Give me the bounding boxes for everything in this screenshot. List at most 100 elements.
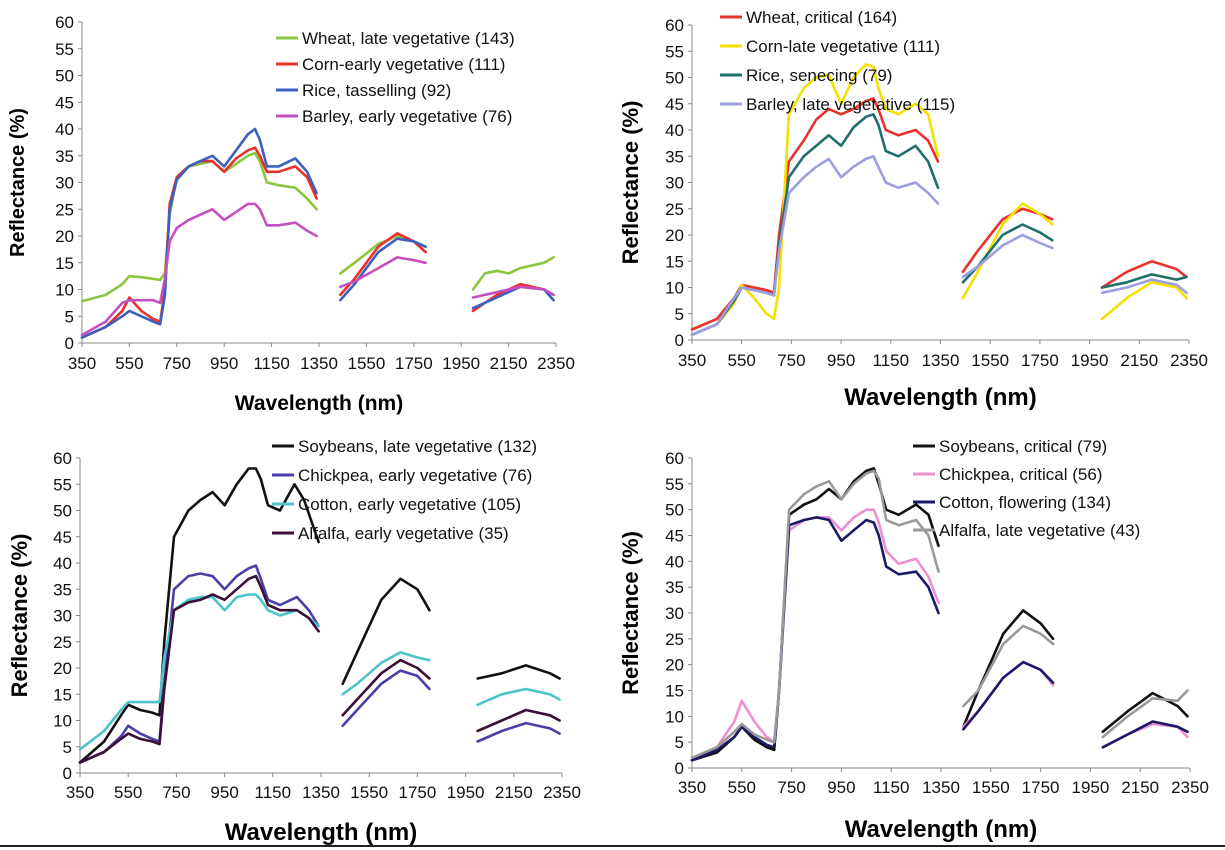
- y-tick-label: 25: [665, 200, 684, 219]
- chart-panel-bottom-left: 0 5 10 15 20 25 30 35 40 45 50 55 60 350 550 750 950 1150…: [0, 425, 612, 846]
- chart-panel-bottom-right: 0 5 10 15 20 25 30 35 40 45 50 55 60 350 550 750 950 1150…: [612, 425, 1225, 845]
- x-axis-label: Wavelength (nm): [845, 816, 1037, 843]
- y-tick-label: 35: [665, 578, 684, 597]
- chart-svg: 0 5 10 15 20 25 30 35 40 45 50 55 60 350 550 750 950 1150…: [7, 13, 575, 415]
- series-line: [471, 256, 555, 291]
- y-tick-label: 10: [55, 281, 74, 300]
- x-tick-label: 750: [163, 354, 191, 373]
- series-line: [690, 113, 940, 337]
- x-tick-label: 350: [66, 783, 94, 802]
- legend-label: Alfalfa, late vegetative (43): [939, 521, 1140, 540]
- legend-label: Wheat, late vegetative (143): [302, 29, 515, 48]
- y-tick-label: 35: [53, 580, 72, 599]
- y-tick-label: 20: [53, 659, 72, 678]
- y-tick-label: 30: [53, 607, 72, 626]
- y-tick-label: 30: [665, 604, 684, 623]
- y-tick-label: 20: [665, 226, 684, 245]
- y-tick-label: 45: [665, 95, 684, 114]
- y-tick-label: 10: [53, 712, 72, 731]
- x-tick-label: 1750: [398, 783, 436, 802]
- y-tick-label: 35: [55, 147, 74, 166]
- chart-panel-top-left: 0 5 10 15 20 25 30 35 40 45 50 55 60 350 550 750 950 1150…: [0, 0, 600, 418]
- y-tick-label: 40: [53, 554, 72, 573]
- series-line: [80, 127, 318, 339]
- series-line: [341, 651, 431, 696]
- series-line: [1100, 278, 1188, 295]
- x-tick-label: 1950: [1071, 778, 1109, 797]
- x-tick-label: 950: [210, 354, 238, 373]
- series-line: [78, 593, 320, 751]
- legend-label: Soybeans, late vegetative (132): [298, 437, 537, 456]
- y-tick-label: 15: [665, 682, 684, 701]
- x-tick-label: 350: [678, 778, 706, 797]
- x-tick-label: 1550: [971, 351, 1009, 370]
- x-tick-label: 750: [162, 783, 190, 802]
- legend-label: Barley, late vegetative (115): [746, 95, 955, 114]
- x-tick-label: 1150: [873, 778, 910, 797]
- legend-label: Soybeans, critical (79): [939, 437, 1107, 456]
- legend-label: Corn-late vegetative (111): [746, 37, 940, 56]
- x-tick-label: 350: [678, 351, 706, 370]
- x-tick-label: 2350: [1171, 778, 1209, 797]
- y-tick-label: 40: [665, 552, 684, 571]
- legend-label: Cotton, flowering (134): [939, 493, 1111, 512]
- x-tick-label: 1350: [300, 354, 338, 373]
- y-tick-label: 0: [675, 759, 684, 778]
- series-line: [80, 202, 318, 337]
- y-tick-label: 45: [55, 93, 74, 112]
- x-axis-label: Wavelength (nm): [235, 392, 403, 415]
- y-tick-label: 20: [55, 227, 74, 246]
- y-tick-label: 20: [665, 656, 684, 675]
- x-tick-label: 2150: [1121, 778, 1159, 797]
- x-tick-label: 1350: [922, 351, 960, 370]
- y-tick-label: 45: [665, 527, 684, 546]
- x-tick-label: 1550: [350, 783, 388, 802]
- x-tick-label: 1750: [395, 354, 433, 373]
- x-tick-label: 750: [777, 778, 805, 797]
- y-tick-label: 50: [665, 501, 684, 520]
- y-tick-label: 60: [55, 13, 74, 32]
- series-line: [476, 708, 561, 733]
- series-line: [341, 577, 431, 686]
- x-axis-label: Wavelength (nm): [225, 819, 417, 846]
- legend-label: Alfalfa, early vegetative (35): [298, 524, 509, 543]
- y-tick-label: 50: [55, 67, 74, 86]
- y-axis-label: Reflectance (%): [618, 101, 643, 265]
- x-tick-label: 2350: [537, 354, 575, 373]
- x-tick-label: 950: [827, 351, 855, 370]
- x-tick-label: 750: [777, 351, 805, 370]
- x-tick-label: 1550: [972, 778, 1010, 797]
- x-tick-label: 550: [728, 351, 756, 370]
- legend-label: Chickpea, critical (56): [939, 465, 1102, 484]
- series-line: [341, 658, 431, 717]
- y-tick-label: 55: [55, 40, 74, 59]
- y-axis-label: Reflectance (%): [618, 531, 643, 695]
- series-line: [1101, 689, 1189, 739]
- x-tick-label: 2150: [495, 783, 533, 802]
- series-line: [690, 97, 940, 331]
- series-line: [80, 151, 318, 303]
- series-line: [690, 516, 940, 762]
- y-tick-label: 60: [53, 449, 72, 468]
- x-tick-label: 2350: [543, 783, 581, 802]
- chart-svg: 0 5 10 15 20 25 30 35 40 45 50 55 60 350 550 750 950 1150…: [618, 437, 1209, 843]
- series-line: [341, 669, 431, 728]
- series-line: [961, 202, 1054, 300]
- y-tick-label: 15: [53, 685, 72, 704]
- y-tick-label: 30: [55, 174, 74, 193]
- series-line: [690, 508, 940, 762]
- series-line: [962, 609, 1055, 728]
- y-tick-label: 40: [55, 120, 74, 139]
- series-line: [1100, 281, 1188, 321]
- legend-label: Rice, senecing (79): [746, 66, 892, 85]
- x-tick-label: 2150: [1120, 351, 1158, 370]
- y-tick-label: 50: [53, 502, 72, 521]
- series-line: [471, 285, 555, 299]
- x-tick-label: 550: [728, 778, 756, 797]
- series-line: [1101, 720, 1189, 749]
- series-line: [339, 256, 427, 289]
- x-tick-label: 950: [827, 778, 855, 797]
- y-tick-label: 55: [665, 475, 684, 494]
- x-tick-label: 350: [68, 354, 96, 373]
- x-tick-label: 550: [114, 783, 142, 802]
